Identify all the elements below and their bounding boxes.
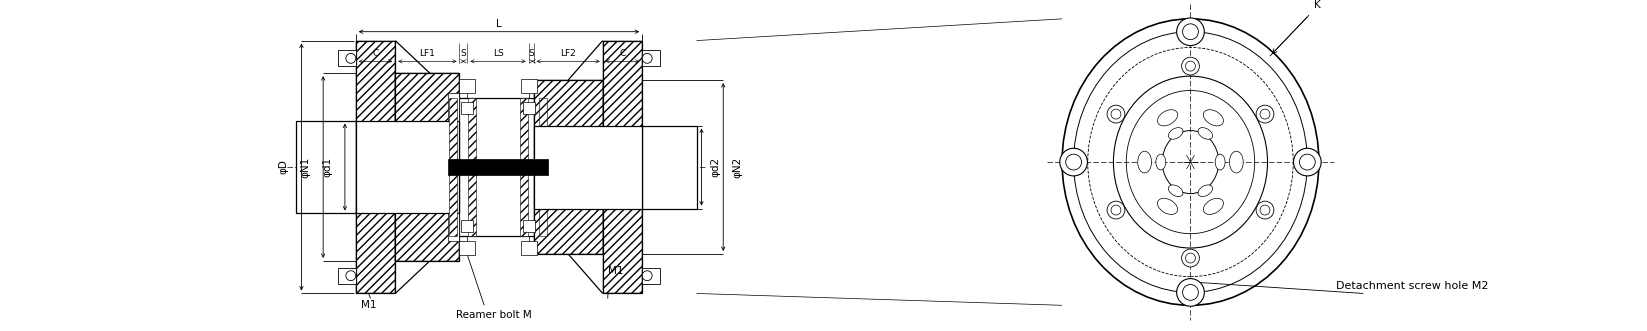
Ellipse shape	[1181, 249, 1199, 267]
Ellipse shape	[346, 271, 356, 281]
Bar	[460, 241, 476, 255]
Ellipse shape	[1158, 198, 1178, 214]
Ellipse shape	[1168, 128, 1183, 139]
Ellipse shape	[1257, 105, 1273, 123]
Bar	[461, 102, 473, 114]
Bar	[468, 98, 476, 236]
Bar	[520, 241, 537, 255]
Ellipse shape	[1197, 185, 1212, 197]
Ellipse shape	[1074, 32, 1308, 292]
Ellipse shape	[1260, 109, 1270, 119]
Text: φd1: φd1	[323, 157, 333, 177]
Ellipse shape	[1107, 201, 1125, 219]
Text: Detachment screw hole M2: Detachment screw hole M2	[1336, 281, 1489, 291]
Text: LF2: LF2	[560, 49, 576, 58]
Bar	[642, 125, 697, 209]
Bar	[522, 220, 535, 232]
Ellipse shape	[642, 53, 652, 63]
Text: L: L	[496, 19, 502, 29]
Ellipse shape	[1112, 205, 1122, 215]
Bar	[534, 125, 642, 209]
Ellipse shape	[1059, 148, 1087, 176]
Text: φD: φD	[278, 160, 288, 174]
Ellipse shape	[1215, 154, 1225, 170]
Ellipse shape	[1299, 154, 1316, 170]
Ellipse shape	[1087, 47, 1293, 277]
Ellipse shape	[1062, 19, 1319, 305]
Text: K: K	[1314, 0, 1321, 10]
Text: M1: M1	[608, 266, 623, 276]
Bar	[603, 41, 642, 294]
Ellipse shape	[1138, 151, 1151, 173]
Bar	[338, 50, 356, 66]
Text: Reamer bolt M: Reamer bolt M	[456, 310, 532, 320]
Bar	[448, 93, 460, 241]
Bar	[395, 73, 460, 261]
Ellipse shape	[1156, 154, 1166, 170]
Bar	[534, 80, 603, 254]
Ellipse shape	[1158, 110, 1178, 126]
Bar	[338, 268, 356, 284]
Ellipse shape	[1127, 90, 1255, 234]
Ellipse shape	[1113, 76, 1268, 248]
Ellipse shape	[1186, 61, 1196, 71]
Ellipse shape	[1183, 285, 1199, 300]
Bar	[296, 120, 356, 213]
Ellipse shape	[642, 271, 652, 281]
Ellipse shape	[1112, 109, 1122, 119]
Ellipse shape	[1066, 154, 1082, 170]
Ellipse shape	[1260, 205, 1270, 215]
Bar	[642, 50, 660, 66]
Bar	[356, 41, 395, 294]
Ellipse shape	[1176, 18, 1204, 46]
Bar	[520, 79, 537, 93]
Text: LF1: LF1	[420, 49, 435, 58]
Ellipse shape	[1293, 148, 1321, 176]
Ellipse shape	[1229, 151, 1243, 173]
Ellipse shape	[1176, 279, 1204, 306]
Bar	[448, 98, 456, 236]
Ellipse shape	[346, 53, 356, 63]
Ellipse shape	[1186, 253, 1196, 263]
Ellipse shape	[1204, 198, 1224, 214]
Ellipse shape	[1197, 128, 1212, 139]
Bar	[460, 79, 476, 93]
Bar	[356, 41, 395, 294]
Ellipse shape	[1181, 57, 1199, 75]
Text: C: C	[619, 49, 626, 58]
Bar	[540, 98, 547, 236]
Text: M1: M1	[361, 300, 376, 310]
Text: S: S	[529, 49, 534, 58]
Ellipse shape	[1257, 201, 1273, 219]
Text: C: C	[372, 49, 379, 58]
Ellipse shape	[1163, 130, 1219, 194]
Text: φN1: φN1	[300, 156, 310, 178]
Bar	[395, 73, 460, 261]
Ellipse shape	[1183, 24, 1199, 40]
Bar	[522, 102, 535, 114]
Ellipse shape	[1168, 185, 1183, 197]
Text: S: S	[461, 49, 466, 58]
Bar	[642, 268, 660, 284]
Bar	[356, 120, 460, 213]
Bar	[534, 80, 603, 254]
Text: φN2: φN2	[731, 156, 743, 178]
Ellipse shape	[1204, 110, 1224, 126]
Bar	[448, 159, 548, 175]
Bar	[603, 41, 642, 294]
Ellipse shape	[1107, 105, 1125, 123]
Text: LS: LS	[492, 49, 504, 58]
Bar	[461, 220, 473, 232]
Text: φd2: φd2	[710, 157, 720, 177]
Bar	[520, 98, 527, 236]
Bar	[453, 98, 544, 236]
